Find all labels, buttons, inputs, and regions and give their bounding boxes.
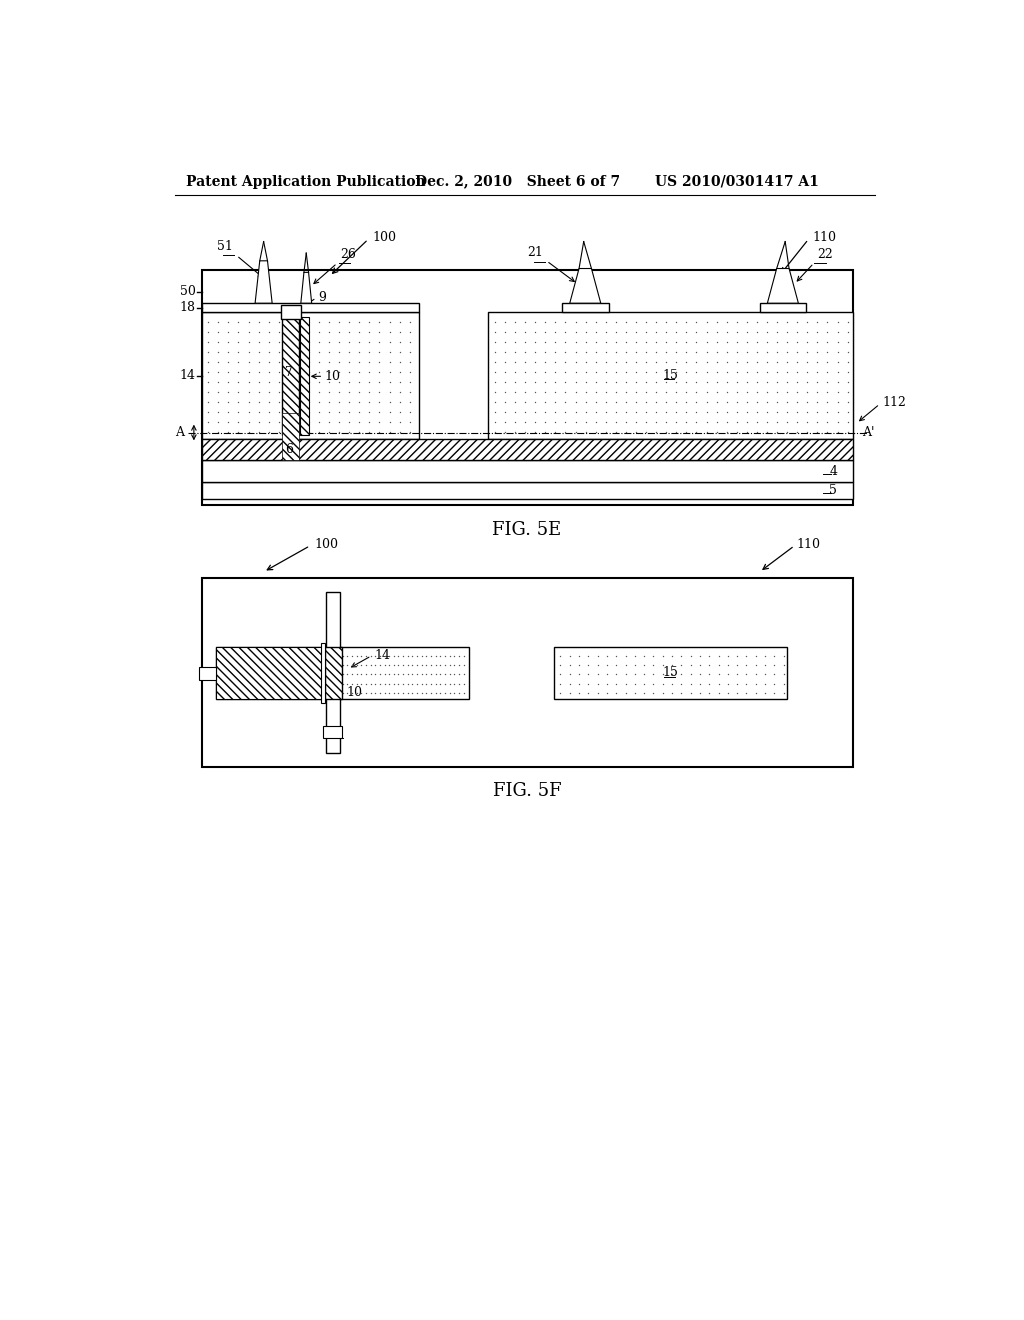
Text: 9: 9: [314, 667, 322, 680]
Bar: [321, 643, 325, 702]
Text: FIG. 5E: FIG. 5E: [493, 520, 562, 539]
Text: 50: 50: [179, 285, 196, 298]
Bar: [488, 313, 853, 438]
Bar: [300, 317, 309, 434]
Bar: [202, 304, 419, 313]
Bar: [327, 591, 340, 752]
Text: 100: 100: [372, 231, 396, 244]
Text: 6: 6: [286, 444, 293, 455]
Text: Patent Application Publication: Patent Application Publication: [186, 174, 426, 189]
Bar: [325, 647, 342, 700]
Text: 5: 5: [829, 483, 838, 496]
Text: 14: 14: [179, 370, 196, 381]
Text: 15: 15: [663, 667, 679, 680]
Polygon shape: [301, 272, 311, 304]
Text: 51: 51: [217, 240, 232, 253]
Bar: [202, 461, 853, 482]
Text: FIG. 5F: FIG. 5F: [493, 783, 561, 800]
Text: 17: 17: [326, 726, 340, 737]
Text: 110: 110: [812, 231, 837, 244]
Text: 21: 21: [526, 246, 543, 259]
Bar: [283, 413, 299, 461]
Bar: [202, 578, 853, 767]
Text: 16: 16: [201, 668, 215, 677]
Bar: [216, 647, 469, 700]
Text: 100: 100: [314, 537, 338, 550]
Polygon shape: [767, 268, 799, 304]
Text: Dec. 2, 2010   Sheet 6 of 7: Dec. 2, 2010 Sheet 6 of 7: [415, 174, 620, 189]
Text: A': A': [862, 426, 874, 440]
Bar: [200, 668, 216, 680]
Bar: [760, 304, 806, 313]
Text: 7: 7: [286, 366, 293, 379]
Text: 110: 110: [796, 537, 820, 550]
Text: 15: 15: [663, 370, 679, 381]
Text: 22: 22: [817, 248, 833, 261]
Bar: [324, 726, 342, 738]
Bar: [554, 647, 786, 700]
Bar: [283, 309, 299, 434]
Polygon shape: [569, 268, 601, 304]
Bar: [281, 305, 301, 318]
Text: 4: 4: [829, 465, 838, 478]
Text: 112: 112: [882, 396, 906, 409]
Text: 9: 9: [318, 290, 327, 304]
Text: 10: 10: [346, 685, 362, 698]
Text: 18: 18: [179, 301, 196, 314]
Text: 10: 10: [325, 370, 341, 383]
Text: 26: 26: [340, 248, 356, 261]
Text: A: A: [175, 426, 184, 440]
Bar: [202, 482, 853, 499]
Text: 6: 6: [330, 616, 338, 630]
Text: 14: 14: [375, 649, 390, 663]
Polygon shape: [255, 261, 272, 304]
Bar: [202, 271, 853, 506]
Bar: [202, 438, 853, 461]
Bar: [202, 313, 419, 438]
Text: US 2010/0301417 A1: US 2010/0301417 A1: [655, 174, 819, 189]
Bar: [562, 304, 608, 313]
Bar: [216, 647, 325, 700]
